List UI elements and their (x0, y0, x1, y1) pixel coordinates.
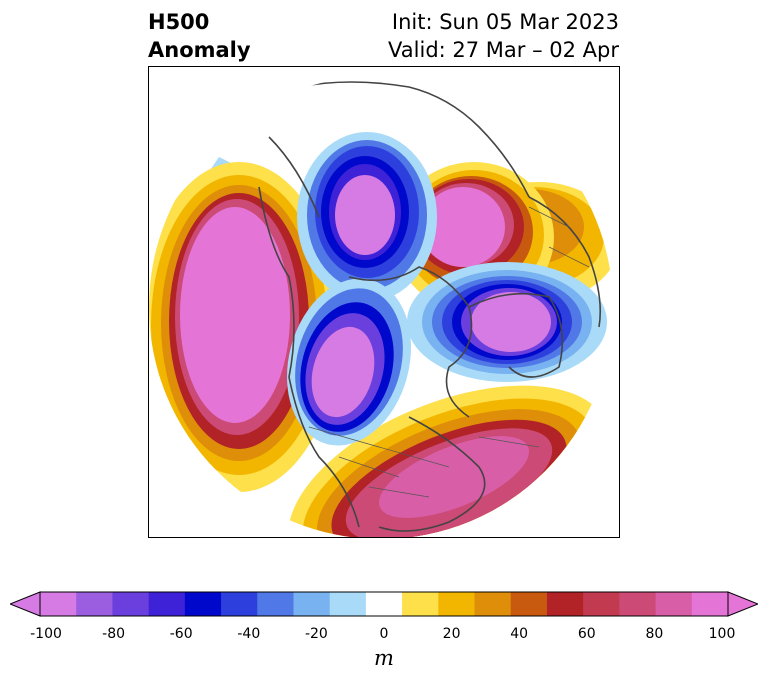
colorbar-tick-label: -100 (30, 626, 62, 642)
colorbar-tick-label: 40 (510, 626, 529, 642)
positive-anomaly (378, 436, 530, 518)
negative-anomaly (471, 292, 551, 352)
colorbar-swatch (257, 592, 294, 616)
colorbar-swatch (112, 592, 150, 616)
colorbar-extend-low (8, 591, 41, 617)
colorbar-swatch (510, 592, 548, 616)
colorbar-swatch (76, 592, 113, 616)
colorbar-swatch (40, 592, 77, 616)
colorbar-tick-label: -60 (169, 626, 193, 642)
colorbar-swatch (691, 592, 729, 616)
colorbar-tick-label: 20 (442, 626, 461, 642)
colorbar-extend-high (727, 591, 760, 617)
colorbar-svg (8, 591, 760, 617)
colorbar-tick-label: 80 (645, 626, 664, 642)
colorbar (8, 590, 760, 618)
colorbar-swatch (655, 592, 693, 616)
colorbar-swatch (293, 592, 331, 616)
positive-anomaly (180, 207, 290, 423)
colorbar-unit: m (374, 646, 394, 670)
colorbar-swatch (221, 592, 258, 616)
colorbar-swatch (474, 592, 512, 616)
colorbar-swatch (184, 592, 222, 616)
colorbar-swatch (402, 592, 439, 616)
negative-anomaly (311, 326, 375, 418)
title-line-2: Anomaly (148, 38, 251, 62)
colorbar-swatch (583, 592, 620, 616)
colorbar-swatch (148, 592, 186, 616)
positive-anomaly (421, 187, 505, 267)
anomaly-map (148, 66, 620, 538)
coastlines (258, 81, 602, 532)
colorbar-outline (39, 591, 729, 617)
colorbar-tick-label: -40 (237, 626, 261, 642)
colorbar-tick-label: 0 (379, 626, 389, 642)
map-svg (149, 81, 613, 537)
colorbar-swatch (329, 592, 367, 616)
colorbar-tick-label: 60 (577, 626, 596, 642)
valid-time: Valid: 27 Mar – 02 Apr (388, 38, 619, 62)
negative-anomaly (335, 175, 395, 255)
colorbar-swatch (546, 592, 584, 616)
chart-title: H500 Anomaly (148, 8, 251, 64)
colorbar-swatch (365, 592, 403, 616)
colorbar-tick-label: 100 (708, 626, 736, 642)
colorbar-swatch (438, 592, 476, 616)
time-info: Init: Sun 05 Mar 2023 Valid: 27 Mar – 02… (388, 8, 619, 64)
colorbar-tick-label: -20 (304, 626, 328, 642)
colorbar-swatch (619, 592, 657, 616)
colorbar-tick-label: -80 (102, 626, 126, 642)
init-time: Init: Sun 05 Mar 2023 (391, 10, 619, 34)
title-line-1: H500 (148, 10, 210, 34)
political-borders (308, 206, 590, 498)
